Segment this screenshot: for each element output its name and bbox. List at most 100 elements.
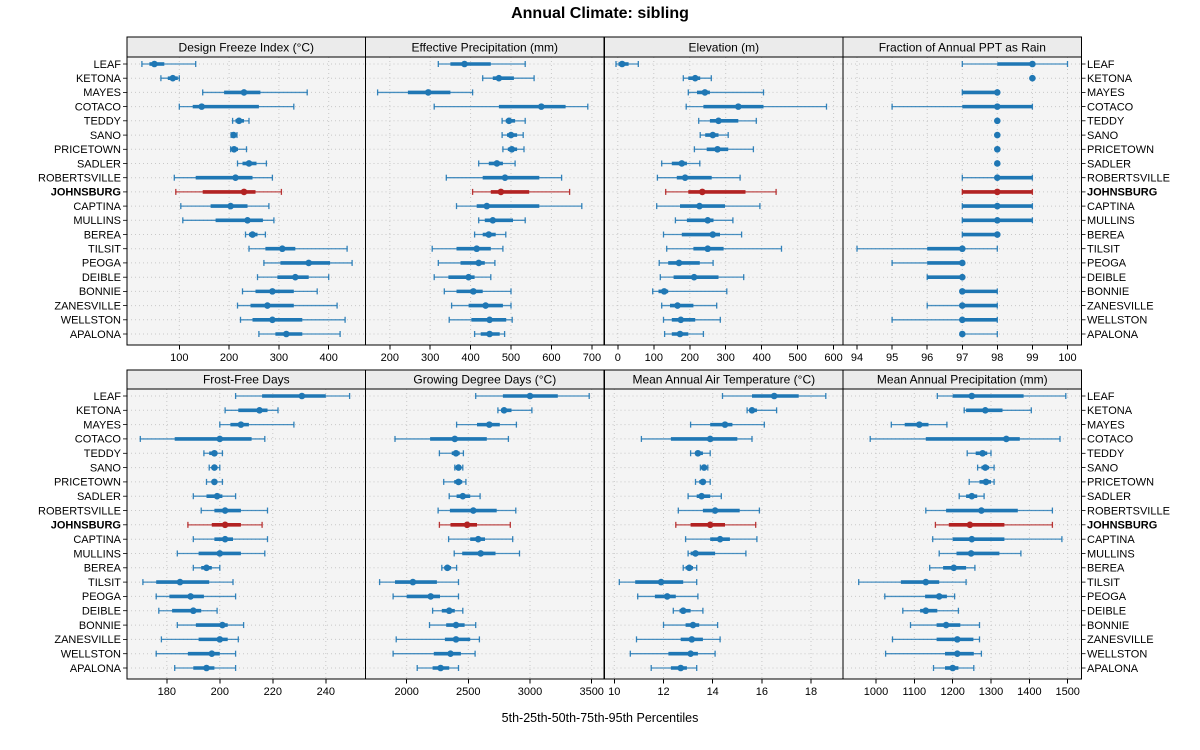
interval-apalona [416, 664, 460, 672]
median-dot [660, 288, 668, 295]
tick-label: 600 [542, 352, 560, 364]
tick-label: 0 [615, 352, 621, 364]
interval-apalona [650, 664, 698, 672]
row-label-right: WELLSTON [1087, 315, 1147, 327]
median-dot [966, 521, 974, 529]
panel-mean-annual-precipitation-mm: Mean Annual Precipitation (mm) 1000 1100 12… [842, 369, 1086, 698]
tick-label: 200 [220, 352, 238, 364]
row-label-left: LEAF [93, 391, 121, 403]
interval-teddy [438, 449, 465, 457]
median-dot [507, 131, 515, 139]
median-dot [298, 392, 306, 400]
interval-peoga [392, 593, 460, 600]
row-label-left: APALONA [70, 663, 122, 675]
median-dot [240, 188, 248, 196]
row-label-left: ZANESVILLE [54, 300, 121, 312]
interval-berea [473, 231, 507, 238]
interval-cotaco [178, 103, 295, 110]
median-dot [409, 578, 417, 586]
panel-design-freeze-index-c: Design Freeze Index (°C) 100 200 300 400 [123, 36, 366, 364]
interval-captina [656, 202, 761, 210]
row-label-left: MULLINS [73, 215, 121, 227]
median-dot [169, 74, 177, 82]
location-labels-band0: LEAF LEAF KETONA KETONA MAYES MAYES COTACO COTA… [38, 59, 1170, 341]
row-label-left: BEREA [84, 229, 122, 241]
median-dot [735, 103, 742, 110]
interval-ketona [482, 74, 535, 82]
x-axis: 200 300 400 500 600 700 [381, 345, 601, 364]
median-dot [922, 607, 930, 615]
median-dot [706, 521, 714, 529]
median-dot [681, 174, 689, 181]
interval-sano [976, 464, 995, 471]
interval-apalona [663, 330, 705, 338]
interval-robertsville [961, 174, 1034, 181]
row-label-left: TEDDY [84, 448, 122, 460]
tick-label: 95 [886, 352, 898, 364]
tick-label: 300 [270, 352, 288, 364]
median-dot [249, 231, 256, 238]
interval-mullins [687, 550, 747, 557]
median-dot [959, 288, 966, 295]
interval-peoga [891, 259, 966, 267]
interval-captina [192, 535, 269, 543]
tick-label: 94 [851, 352, 863, 364]
interval-tilsit [142, 578, 234, 586]
interval-cotaco [891, 103, 1034, 110]
median-dot [444, 564, 451, 572]
interval-johnsburg [438, 521, 511, 529]
row-label-left: SADLER [77, 491, 121, 503]
row-label-left: WELLSTON [61, 649, 121, 661]
location-labels-band1: LEAF LEAF KETONA KETONA MAYES MAYES COTACO COTA… [38, 391, 1170, 675]
median-dot [968, 392, 976, 400]
row-label-left: SANO [90, 130, 122, 142]
panel-border [842, 56, 1082, 346]
row-label-right: CAPTINA [1087, 201, 1135, 213]
interval-sano [208, 464, 221, 471]
median-dot [424, 89, 432, 96]
median-dot [269, 288, 276, 295]
interval-berea [662, 231, 743, 238]
interval-teddy [966, 449, 992, 457]
row-label-left: CAPTINA [73, 201, 121, 213]
strip-title: Frost-Free Days [203, 373, 290, 387]
median-dot [1029, 60, 1036, 68]
interval-ketona [1029, 74, 1036, 82]
median-dot [770, 392, 778, 400]
tick-label: 99 [1026, 352, 1038, 364]
tick-label: 220 [264, 686, 282, 698]
interval-leaf [141, 60, 197, 68]
interval-pricetown [994, 145, 1001, 153]
median-dot [994, 89, 1001, 96]
median-dot [959, 302, 966, 309]
strip-title: Design Freeze Index (°C) [179, 41, 315, 55]
median-dot [211, 449, 218, 457]
median-dot [465, 273, 472, 281]
interval-deible [256, 273, 330, 281]
median-dot [690, 273, 698, 281]
interval-leaf [961, 60, 1069, 68]
median-dot [704, 217, 711, 224]
interval-bonnie [241, 288, 318, 295]
interval-tilsit [248, 245, 348, 253]
interval-bonnie [959, 288, 998, 295]
median-dot [500, 407, 508, 414]
interval-sano [994, 131, 1001, 139]
interval-mayes [455, 421, 518, 428]
median-dot [483, 202, 491, 210]
interval-teddy [994, 117, 1001, 125]
median-dot [187, 593, 194, 600]
interval-johnsburg [471, 188, 571, 196]
strip-title: Mean Annual Precipitation (mm) [877, 373, 1048, 387]
median-dot [677, 664, 684, 672]
interval-captina [455, 202, 583, 210]
row-label-right: PRICETOWN [1087, 477, 1154, 489]
interval-cotaco [640, 435, 753, 443]
interval-zanesville [450, 302, 512, 309]
interval-mullins [176, 550, 266, 557]
percentiles-caption: 5th-25th-50th-75th-95th Percentiles [501, 711, 699, 725]
median-dot [447, 650, 454, 657]
median-dot [198, 103, 205, 110]
tick-label: 18 [805, 686, 817, 698]
